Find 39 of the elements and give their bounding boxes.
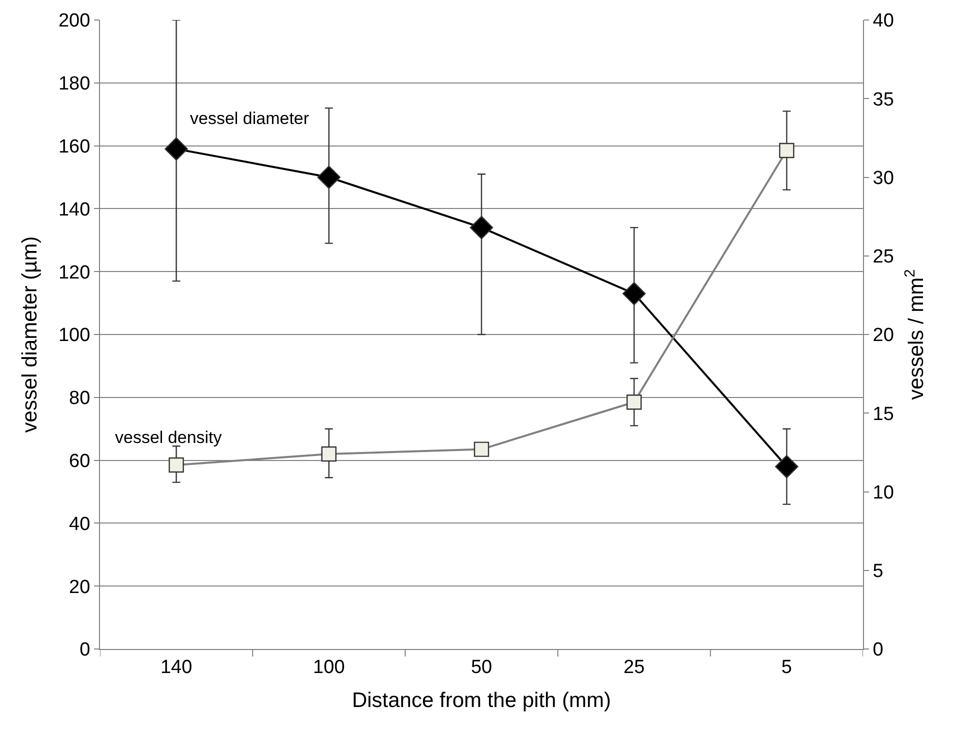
y2-tick-label: 30 [872, 168, 894, 189]
y-tick-label: 80 [69, 388, 90, 410]
x-tick-label: 100 [313, 656, 345, 678]
point [470, 216, 494, 240]
y-tick-label: 20 [69, 576, 90, 598]
point [775, 454, 798, 478]
y-tick-label: 140 [58, 199, 90, 220]
point [622, 282, 646, 306]
y2-tick-label: 0 [872, 640, 884, 661]
y2-tick-label: 40 [872, 10, 894, 32]
series-label: vessel density [115, 428, 222, 447]
y-tick-label: 160 [58, 136, 90, 158]
point [626, 394, 642, 410]
y2-tick-label: 10 [872, 482, 894, 504]
x-tick-label: 25 [624, 656, 645, 678]
y-tick-label: 60 [69, 450, 90, 472]
y2-tick-label: 35 [872, 89, 894, 110]
point [321, 446, 336, 462]
y2-tick-label: 5 [872, 561, 884, 582]
point [779, 142, 794, 158]
point [168, 457, 184, 473]
y2-tick-label: 20 [872, 325, 894, 346]
y2-tick-label: 25 [872, 246, 894, 268]
point [164, 137, 188, 161]
x-tick-label: 50 [470, 656, 492, 678]
x-tick-label: 5 [781, 656, 792, 678]
x-axis-title: Distance from the pith (mm) [352, 689, 612, 712]
y-tick-label: 0 [80, 640, 90, 661]
x-tick-label: 140 [160, 656, 192, 678]
y-tick-label: 120 [58, 262, 90, 284]
y-axis-title: vessel diameter (µm) [18, 236, 42, 433]
y-tick-label: 40 [69, 514, 90, 535]
point [317, 166, 341, 189]
y2-tick-label: 15 [872, 404, 894, 425]
y-tick-label: 100 [58, 325, 90, 346]
point [474, 442, 490, 457]
y-tick-label: 180 [58, 74, 90, 95]
y-tick-label: 200 [58, 10, 90, 32]
series-label: vessel diameter [190, 109, 310, 128]
